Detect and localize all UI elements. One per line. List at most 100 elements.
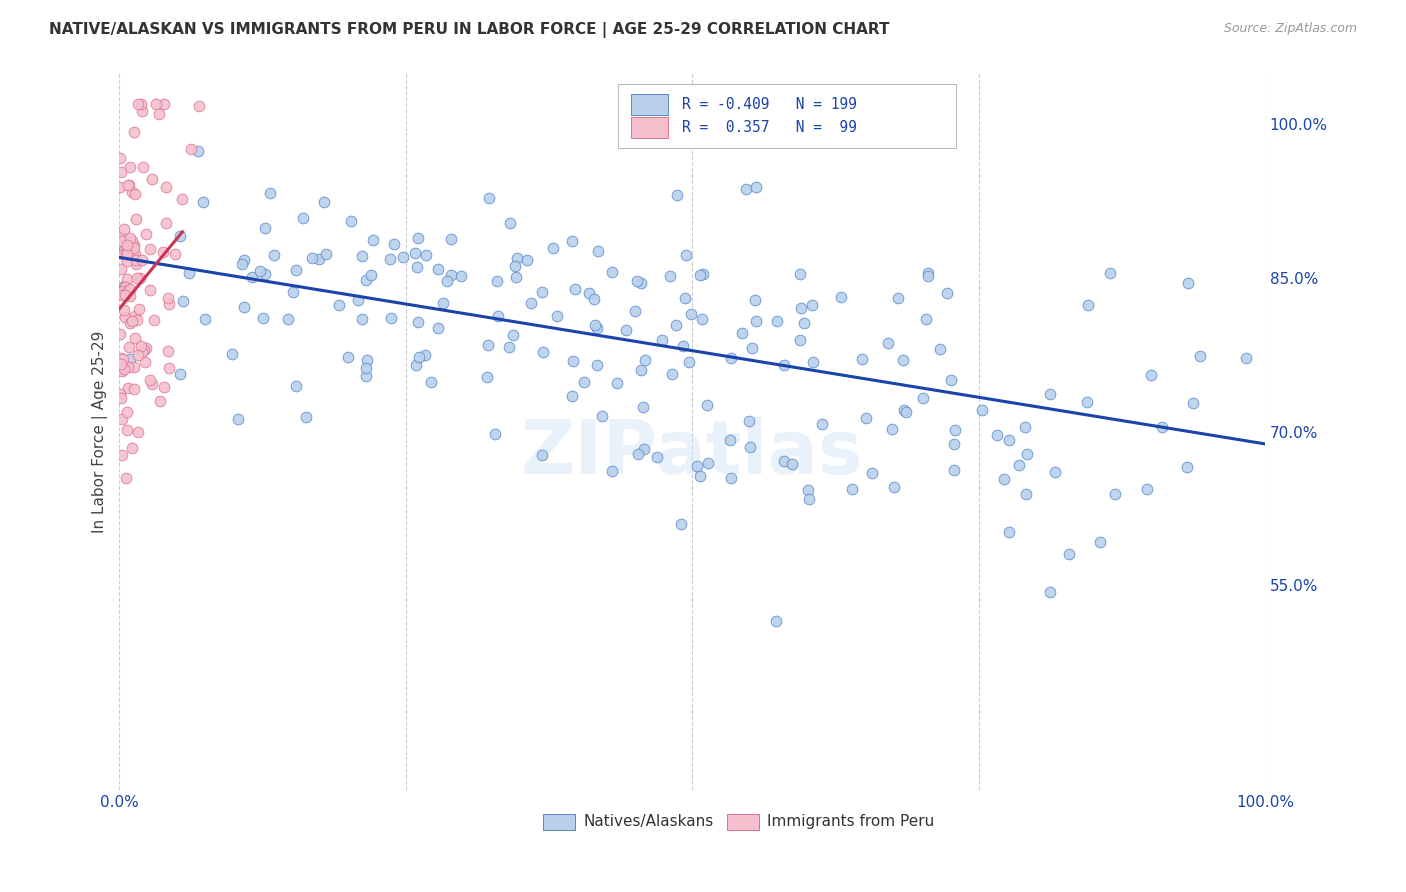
Point (163, 247, 186, 261)
Point (131, 104, 153, 119)
Point (110, 392, 132, 406)
Point (689, 268, 711, 282)
Point (486, 309, 509, 323)
Point (115, 423, 138, 437)
Point (128, 271, 150, 285)
Point (127, 425, 149, 440)
Point (120, 282, 142, 296)
Point (696, 456, 718, 470)
Point (475, 369, 498, 384)
Point (941, 373, 963, 387)
Point (141, 171, 163, 186)
Point (380, 311, 402, 326)
Point (157, 343, 180, 358)
Point (354, 272, 377, 286)
Point (169, 367, 191, 381)
Point (187, 144, 209, 158)
Point (678, 355, 700, 369)
Point (117, 284, 139, 298)
Point (354, 360, 377, 375)
Point (114, 245, 136, 260)
Point (117, 253, 139, 268)
Point (634, 352, 657, 367)
Point (356, 352, 378, 367)
Point (880, 422, 903, 436)
Point (1175, 459, 1198, 474)
Point (112, 361, 135, 376)
Point (194, 312, 217, 326)
Point (112, 303, 135, 318)
Point (630, 362, 652, 376)
Point (336, 351, 359, 365)
Point (440, 268, 463, 282)
Point (124, 331, 146, 345)
Point (122, 238, 145, 252)
Point (928, 342, 950, 356)
Point (679, 307, 702, 321)
Point (108, 151, 131, 165)
Point (669, 516, 692, 531)
Point (121, 314, 143, 328)
Point (118, 178, 141, 193)
Point (153, 96, 176, 111)
Point (811, 417, 834, 431)
Point (546, 309, 568, 323)
Point (1181, 395, 1204, 409)
Point (623, 304, 645, 318)
Point (122, 360, 145, 375)
Point (132, 160, 155, 174)
Point (583, 318, 606, 332)
Point (169, 229, 191, 244)
Point (970, 403, 993, 417)
Point (328, 298, 350, 312)
Point (405, 260, 427, 274)
Point (744, 293, 766, 308)
Point (115, 405, 138, 419)
Point (1077, 298, 1099, 312)
Point (281, 285, 304, 299)
Point (936, 286, 959, 301)
Point (600, 265, 623, 279)
Point (354, 369, 377, 384)
Point (180, 142, 202, 156)
Point (406, 315, 429, 329)
Point (187, 99, 209, 113)
Point (690, 312, 713, 326)
Point (240, 270, 263, 285)
Point (502, 328, 524, 343)
Point (830, 289, 852, 303)
Point (143, 312, 166, 326)
Point (586, 320, 609, 334)
Point (917, 269, 939, 284)
Point (943, 463, 966, 477)
Point (301, 251, 323, 265)
Point (478, 191, 501, 205)
Point (917, 266, 939, 280)
Point (602, 464, 624, 478)
Point (114, 287, 136, 301)
Point (591, 409, 613, 424)
Point (647, 450, 669, 464)
Point (745, 314, 768, 328)
Point (797, 483, 820, 497)
Point (1015, 447, 1038, 461)
Point (896, 405, 918, 419)
Point (152, 380, 174, 394)
Point (157, 291, 180, 305)
Point (125, 313, 148, 327)
Point (855, 410, 877, 425)
Point (773, 453, 796, 467)
Point (1234, 351, 1257, 365)
Point (614, 323, 637, 337)
Point (1039, 387, 1062, 401)
Point (1088, 534, 1111, 549)
Point (789, 267, 811, 281)
Point (1150, 420, 1173, 434)
Point (120, 316, 142, 330)
Point (1039, 585, 1062, 599)
Point (139, 373, 162, 387)
Y-axis label: In Labor Force | Age 25-29: In Labor Force | Age 25-29 (93, 330, 108, 533)
Point (111, 412, 134, 426)
Point (114, 280, 136, 294)
Point (673, 291, 696, 305)
